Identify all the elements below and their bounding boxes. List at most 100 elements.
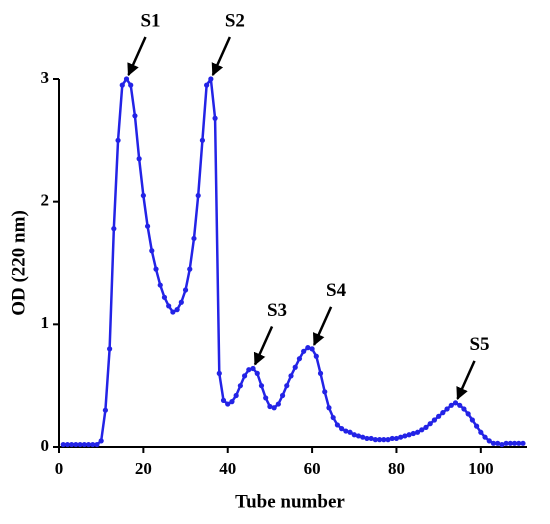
data-point <box>288 373 294 379</box>
data-point <box>351 432 357 438</box>
data-point <box>330 414 336 421</box>
data-point <box>516 440 522 446</box>
data-point <box>469 417 475 423</box>
data-point <box>225 401 231 407</box>
data-point <box>140 192 146 199</box>
data-point <box>398 434 404 440</box>
annotation-label: S1 <box>140 10 160 31</box>
data-point <box>448 402 454 408</box>
data-point <box>136 156 142 162</box>
data-point <box>490 440 497 446</box>
data-point <box>474 423 480 429</box>
data-point <box>212 115 218 121</box>
data-point <box>242 373 248 379</box>
data-point <box>204 82 210 88</box>
data-point <box>267 403 273 410</box>
data-point <box>153 266 159 272</box>
data-point <box>317 370 324 376</box>
data-point <box>77 441 83 448</box>
data-point <box>495 440 501 446</box>
data-point <box>111 226 117 232</box>
data-point <box>414 429 421 435</box>
data-point <box>364 435 370 442</box>
data-point <box>60 441 66 448</box>
data-point <box>410 430 416 437</box>
data-point <box>427 421 433 427</box>
data-point <box>128 82 134 88</box>
data-point <box>161 294 168 300</box>
data-point <box>406 432 412 438</box>
data-point <box>423 424 429 430</box>
data-point <box>461 406 467 412</box>
data-point <box>520 440 526 446</box>
data-point <box>368 435 374 442</box>
y-tick-label: 2 <box>41 191 50 210</box>
data-point <box>478 429 484 435</box>
data-point <box>279 392 286 399</box>
data-point <box>296 356 303 362</box>
data-point <box>73 441 79 448</box>
annotation-arrow <box>211 36 231 77</box>
data-point <box>271 405 277 411</box>
data-point <box>258 383 265 389</box>
data-point <box>436 413 442 419</box>
x-axis-title: Tube number <box>235 491 345 512</box>
data-point <box>94 441 100 448</box>
x-tick-label: 60 <box>304 459 321 478</box>
data-point <box>372 437 378 443</box>
data-point <box>132 113 138 119</box>
data-point <box>178 299 184 305</box>
data-point <box>355 433 362 439</box>
data-point <box>233 392 239 399</box>
annotation-arrow <box>253 325 274 366</box>
annotation-arrow <box>456 360 476 400</box>
data-point <box>174 307 180 313</box>
data-point <box>107 346 113 352</box>
data-point <box>322 389 328 395</box>
annotation-arrow <box>127 36 147 77</box>
annotation-label: S5 <box>469 334 489 355</box>
data-point <box>220 397 227 403</box>
data-point <box>144 223 151 229</box>
data-point <box>284 383 290 389</box>
data-point <box>440 410 446 416</box>
data-line <box>63 77 523 446</box>
y-axis-title: OD (220 nm) <box>8 210 29 316</box>
data-point <box>149 248 155 254</box>
x-tick-label: 40 <box>219 459 236 478</box>
data-point <box>381 437 387 443</box>
data-point <box>263 395 269 401</box>
data-point <box>123 76 130 82</box>
data-point <box>452 400 459 406</box>
data-point <box>402 433 408 439</box>
data-point <box>313 353 319 359</box>
data-point <box>250 365 256 372</box>
data-point <box>208 76 214 82</box>
data-point <box>419 427 425 433</box>
data-point <box>195 192 201 199</box>
annotation-label: S2 <box>225 10 245 31</box>
data-point <box>85 441 92 448</box>
x-tick-label: 100 <box>468 459 494 478</box>
data-point <box>305 345 311 351</box>
data-point <box>69 441 75 448</box>
data-point <box>339 426 345 432</box>
data-point <box>292 364 298 370</box>
data-point <box>237 383 243 389</box>
data-point <box>90 441 96 448</box>
y-tick-label: 0 <box>41 436 50 455</box>
data-point <box>275 401 281 407</box>
data-point <box>166 303 172 309</box>
data-point <box>81 441 87 448</box>
data-point <box>482 434 488 440</box>
data-point <box>334 422 340 428</box>
data-point <box>229 399 235 405</box>
data-point <box>343 428 349 434</box>
x-tick-label: 20 <box>135 459 152 478</box>
data-point <box>507 440 513 446</box>
data-point <box>511 440 518 446</box>
data-point <box>393 435 400 442</box>
data-point <box>360 434 366 440</box>
data-point <box>444 406 450 412</box>
